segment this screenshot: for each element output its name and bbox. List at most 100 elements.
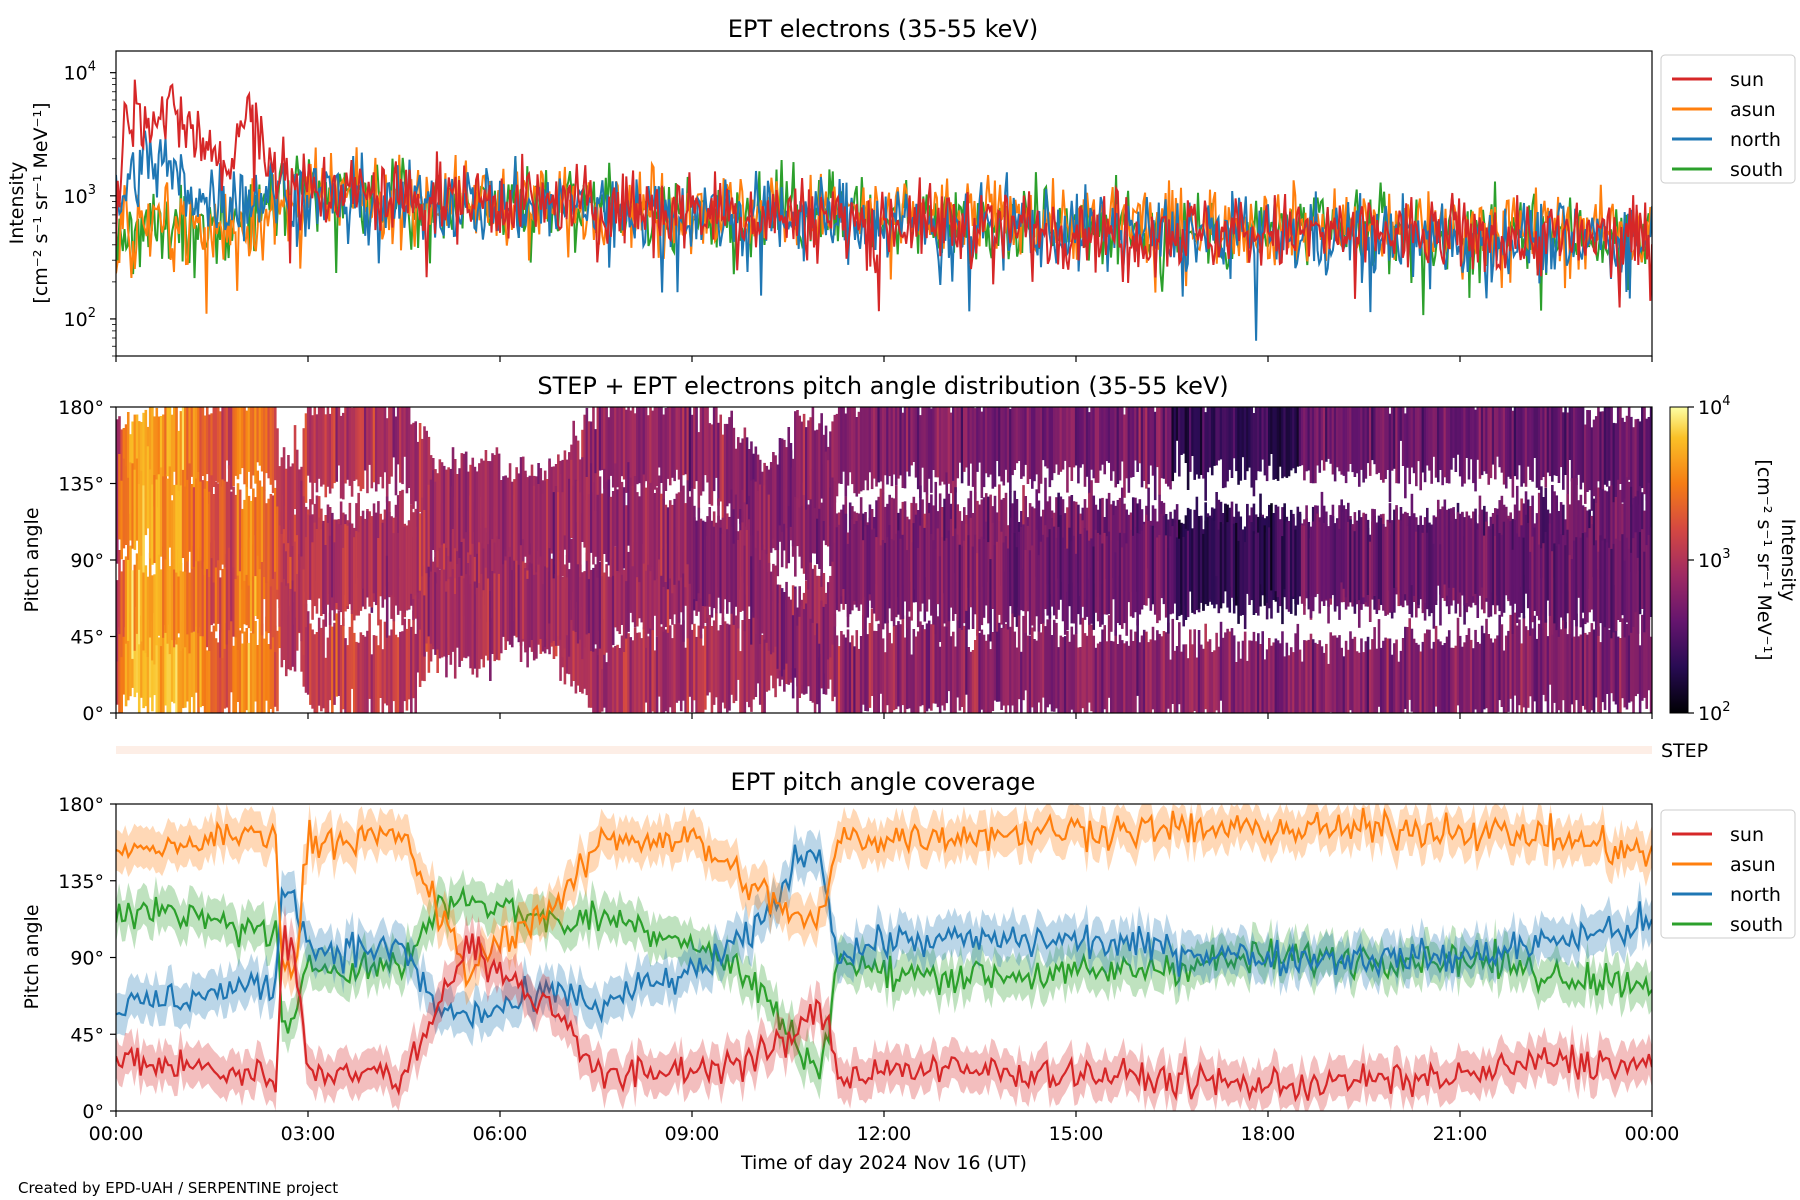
pad-cell xyxy=(1531,407,1534,482)
pad-cell xyxy=(205,481,209,570)
pad-cell xyxy=(1616,636,1620,713)
pad-cell xyxy=(1535,638,1539,713)
pad-cell xyxy=(982,407,986,488)
coverage-legend-label-north: north xyxy=(1730,884,1781,906)
pad-cell xyxy=(743,427,747,512)
pad-cell xyxy=(916,548,920,628)
pad-cell xyxy=(1524,514,1528,594)
pad-cell xyxy=(1156,630,1159,713)
pad-cell xyxy=(745,437,749,527)
pad-cell xyxy=(1118,634,1122,713)
pad-cell xyxy=(712,620,716,705)
pad-cell xyxy=(1050,407,1054,481)
pad-cell xyxy=(363,636,367,713)
pad-cell xyxy=(989,649,992,713)
pad-cell xyxy=(177,490,181,577)
pad-cell xyxy=(1452,507,1455,588)
pad-cell xyxy=(894,407,898,485)
pad-cell xyxy=(236,483,240,576)
pad-cell xyxy=(1623,498,1627,580)
pad-cell xyxy=(1461,646,1464,713)
pad-cell xyxy=(818,643,821,713)
pad-cell xyxy=(157,637,161,713)
pad-cell xyxy=(1533,615,1537,702)
pad-cell xyxy=(866,634,870,712)
pad-cell xyxy=(1068,527,1071,607)
pad-cell xyxy=(309,515,312,600)
pad-cell xyxy=(620,540,624,625)
pad-cell xyxy=(322,520,325,608)
pad-cell xyxy=(1632,626,1635,713)
pad-cell xyxy=(1210,407,1214,476)
pad-cell xyxy=(445,591,448,678)
pad-cell xyxy=(1031,407,1034,489)
pad-cell xyxy=(609,407,613,476)
pad-cell xyxy=(622,634,626,713)
pad-cell xyxy=(712,526,716,609)
pad-cell xyxy=(723,515,727,600)
pad-cell xyxy=(1274,638,1278,713)
pad-cell xyxy=(1368,407,1372,476)
pad-cell xyxy=(1024,407,1028,465)
pad-cell xyxy=(568,569,571,657)
pad-cell xyxy=(263,407,266,491)
pad-cell xyxy=(690,541,694,625)
pad-cell xyxy=(188,407,191,483)
pad-cell xyxy=(1110,540,1113,632)
pad-cell xyxy=(1548,523,1552,616)
pad-cell xyxy=(1046,619,1049,708)
pad-cell xyxy=(1537,623,1541,713)
pad-cell xyxy=(1463,517,1466,606)
pad-cell xyxy=(1037,500,1041,581)
pad-cell xyxy=(1555,407,1559,476)
pad-cell xyxy=(1123,414,1126,498)
pad-cell xyxy=(157,416,161,508)
pad-cell xyxy=(1544,407,1548,488)
pad-cell xyxy=(471,517,475,608)
pad-cell xyxy=(1072,407,1076,468)
pad-cell xyxy=(910,542,913,621)
pad-cell xyxy=(616,407,619,488)
pad-cell xyxy=(881,407,885,494)
pad-cell xyxy=(1213,520,1216,609)
pad-cell xyxy=(1515,407,1519,480)
pad-cell xyxy=(1553,617,1556,703)
pad-cell xyxy=(153,574,156,665)
pad-cell xyxy=(331,407,334,489)
pad-cell xyxy=(1120,487,1124,580)
pad-cell xyxy=(675,407,679,470)
pad-cell xyxy=(188,572,191,654)
pad-cell xyxy=(462,578,466,658)
pad-cell xyxy=(1384,527,1387,613)
pad-cell xyxy=(528,475,532,555)
pad-cell xyxy=(1608,407,1611,481)
pad-cell xyxy=(1268,407,1271,466)
pad-cell xyxy=(875,631,878,713)
pad-cell xyxy=(177,637,181,713)
pad-cell xyxy=(339,625,343,713)
pad-cell xyxy=(449,576,453,665)
pad-cell xyxy=(412,422,415,509)
pad-cell xyxy=(344,407,347,484)
pad-cell xyxy=(952,407,955,491)
pad-cell xyxy=(690,488,694,570)
pad-cell xyxy=(388,635,391,713)
pad-cell xyxy=(241,407,244,469)
pad-cell xyxy=(1390,407,1394,471)
pad-cell xyxy=(809,417,812,500)
pad-cell xyxy=(693,407,696,489)
pad-cell xyxy=(295,574,299,651)
pad-cell xyxy=(1197,407,1201,479)
pad-cell xyxy=(1502,407,1506,485)
pad-cell xyxy=(596,494,600,578)
pad-cell xyxy=(212,407,216,487)
pad-cell xyxy=(1199,407,1203,475)
pad-cell xyxy=(361,407,365,489)
pad-cell xyxy=(1333,635,1337,713)
pad-cell xyxy=(289,520,292,606)
pad-cell xyxy=(1013,407,1017,470)
pad-cell xyxy=(155,479,159,572)
pad-cell xyxy=(693,623,696,701)
coverage-x-tick-label: 00:00 xyxy=(89,1123,144,1145)
pad-cell xyxy=(515,467,518,561)
